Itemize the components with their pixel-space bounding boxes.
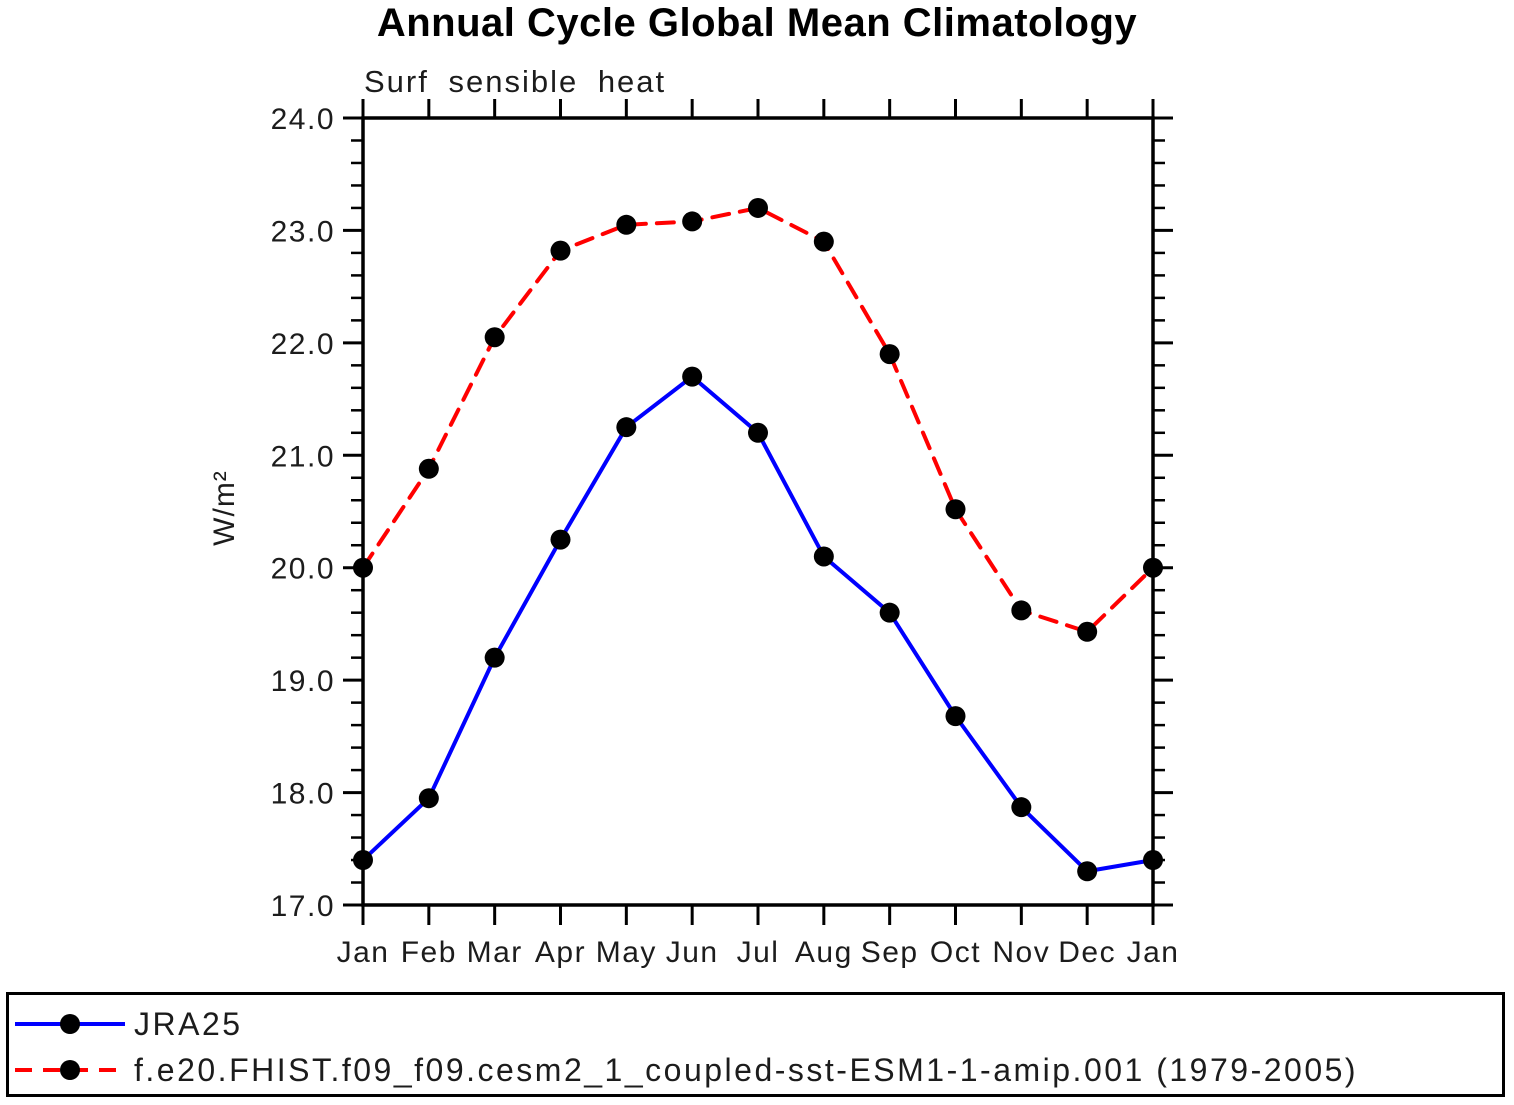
y-tick-label: 21.0	[271, 440, 335, 473]
x-tick-label: Jan	[1127, 936, 1180, 969]
data-point-marker-icon	[484, 647, 505, 668]
x-tick-label: Feb	[401, 936, 457, 969]
data-point-marker-icon	[616, 417, 637, 438]
data-point-marker-icon	[60, 1014, 80, 1034]
data-point-marker-icon	[353, 850, 373, 871]
x-tick-label: Oct	[930, 936, 981, 969]
data-point-marker-icon	[1077, 861, 1098, 882]
chart-subtitle: Surf sensible heat	[364, 64, 667, 99]
legend-line-sample-dashed	[15, 1060, 125, 1080]
legend-label-jra25: JRA25	[134, 1005, 243, 1042]
data-point-marker-icon	[484, 327, 505, 348]
data-point-marker-icon	[1011, 797, 1032, 818]
data-point-marker-icon	[813, 546, 834, 567]
data-point-marker-icon	[748, 422, 768, 443]
legend-label-model: f.e20.FHIST.f09_f09.cesm2_1_coupled-sst-…	[134, 1051, 1359, 1088]
legend-entry-jra25: JRA25	[13, 1006, 243, 1042]
x-tick-label: Dec	[1058, 936, 1116, 969]
data-point-marker-icon	[418, 458, 439, 479]
data-point-marker-icon	[879, 344, 900, 365]
data-point-marker-icon	[748, 197, 768, 218]
legend-line-sample-solid	[15, 1014, 125, 1034]
x-tick-label: Jun	[666, 936, 719, 969]
data-point-marker-icon	[682, 366, 703, 387]
chart-title: Annual Cycle Global Mean Climatology	[376, 1, 1138, 45]
y-tick-label: 23.0	[271, 215, 335, 248]
data-point-marker-icon	[945, 499, 966, 520]
x-tick-label: Aug	[795, 936, 853, 969]
plot-frame	[361, 116, 1155, 907]
data-point-marker-icon	[616, 214, 637, 235]
data-point-marker-icon	[879, 602, 900, 623]
series-line-0	[361, 374, 1155, 874]
data-point-marker-icon	[1143, 557, 1163, 578]
y-tick-label: 22.0	[271, 328, 335, 361]
x-tick-label: May	[596, 936, 657, 969]
y-tick-label: 17.0	[271, 890, 335, 923]
series-line-1	[361, 205, 1155, 634]
y-tick-label: 24.0	[271, 103, 335, 136]
y-tick-label: 18.0	[271, 778, 335, 811]
x-tick-label: Jan	[337, 936, 390, 969]
y-tick-label: 20.0	[271, 553, 335, 586]
legend-entry-model: f.e20.FHIST.f09_f09.cesm2_1_coupled-sst-…	[13, 1052, 1358, 1088]
data-point-marker-icon	[1077, 621, 1098, 642]
data-point-marker-icon	[550, 240, 571, 261]
data-point-marker-icon	[60, 1060, 80, 1080]
x-tick-label: Mar	[467, 936, 523, 969]
x-tick-label: Nov	[992, 936, 1050, 969]
x-tick-label: Jul	[737, 936, 780, 969]
x-tick-label: Apr	[535, 936, 586, 969]
legend-box: JRA25 f.e20.FHIST.f09_f09.cesm2_1_couple…	[6, 992, 1505, 1097]
data-point-marker-icon	[813, 231, 834, 252]
data-point-marker-icon	[353, 557, 373, 578]
y-tick-label: 19.0	[271, 665, 335, 698]
x-tick-label: Sep	[861, 936, 919, 969]
data-point-marker-icon	[1143, 850, 1163, 871]
data-point-marker-icon	[682, 211, 703, 232]
data-point-marker-icon	[945, 706, 966, 727]
data-point-marker-icon	[1011, 600, 1032, 621]
data-point-marker-icon	[550, 529, 571, 550]
data-point-marker-icon	[418, 788, 439, 809]
